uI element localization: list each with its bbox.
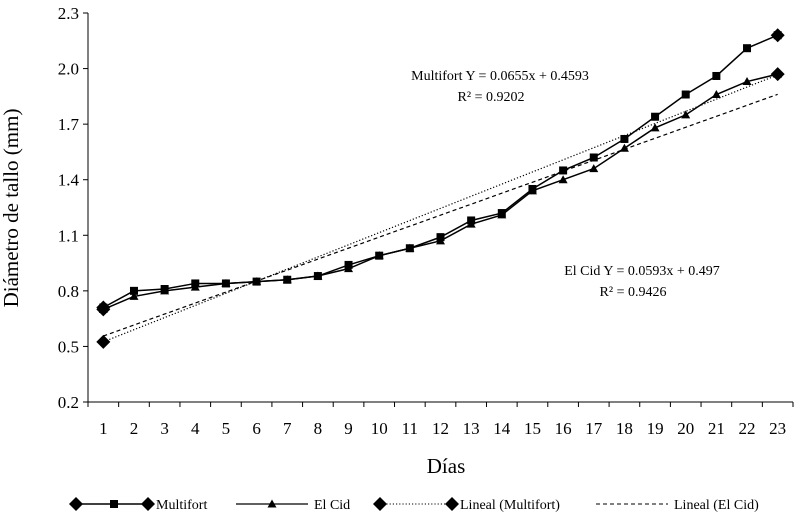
point-el-cid xyxy=(650,123,660,132)
y-tick-label: 1.7 xyxy=(58,115,80,134)
point-el-cid xyxy=(160,286,170,295)
point-multifort xyxy=(589,153,598,162)
x-tick-label: 1 xyxy=(99,419,108,438)
point-el-cid xyxy=(558,175,568,184)
point-el-cid xyxy=(344,264,354,273)
point-el-cid xyxy=(221,278,231,287)
x-tick-label: 22 xyxy=(739,419,756,438)
point-multifort xyxy=(129,286,138,295)
x-tick-label: 7 xyxy=(283,419,292,438)
trendlines xyxy=(103,74,778,343)
endpoint-el-cid xyxy=(770,67,785,82)
endpoint-trend-start xyxy=(96,334,111,349)
x-tick-label: 23 xyxy=(769,419,786,438)
x-tick-label: 18 xyxy=(616,419,633,438)
point-multifort xyxy=(681,90,690,99)
legend-marker-trend-multifort xyxy=(445,497,459,511)
y-tick-label: 0.8 xyxy=(58,282,79,301)
legend-marker-multifort xyxy=(141,497,155,511)
trendline-multifort xyxy=(103,74,778,343)
point-el-cid xyxy=(190,282,200,291)
x-tick-label: 13 xyxy=(463,419,480,438)
x-tick-label: 17 xyxy=(585,419,603,438)
point-el-cid xyxy=(129,291,139,300)
point-multifort xyxy=(620,134,629,143)
point-el-cid xyxy=(711,90,721,99)
x-tick-label: 15 xyxy=(524,419,541,438)
x-tick-label: 20 xyxy=(677,419,694,438)
y-axis-title: Diámetro de tallo (mm) xyxy=(0,109,23,308)
trendline-el-cid xyxy=(103,93,778,337)
x-tick-label: 3 xyxy=(160,419,169,438)
y-tick-label: 2.0 xyxy=(58,60,79,79)
x-tick-label: 10 xyxy=(371,419,388,438)
point-el-cid xyxy=(527,186,537,195)
x-tick-label: 8 xyxy=(314,419,323,438)
legend-marker-multifort xyxy=(110,500,118,508)
y-tick-label: 0.2 xyxy=(58,393,79,412)
x-tick-label: 16 xyxy=(555,419,572,438)
x-tick-label: 14 xyxy=(493,419,511,438)
legend-marker-multifort xyxy=(69,497,83,511)
point-el-cid xyxy=(466,219,476,228)
point-el-cid xyxy=(313,271,323,280)
x-tick-label: 11 xyxy=(402,419,418,438)
x-axis-title: Días xyxy=(427,454,466,478)
y-tick-label: 2.3 xyxy=(58,4,79,23)
point-multifort xyxy=(651,112,660,121)
elcid-r2: R² = 0.9426 xyxy=(600,285,667,300)
x-tick-label: 5 xyxy=(222,419,231,438)
x-tick-label: 9 xyxy=(344,419,353,438)
x-tick-label: 12 xyxy=(432,419,449,438)
x-tick-label: 21 xyxy=(708,419,725,438)
legend-marker-elcid xyxy=(267,499,277,508)
point-multifort xyxy=(559,166,568,175)
multifort-equation: Multifort Y = 0.0655x + 0.4593 xyxy=(411,69,589,84)
point-multifort xyxy=(712,71,721,80)
point-el-cid xyxy=(681,110,691,119)
point-el-cid xyxy=(405,243,415,252)
point-el-cid xyxy=(374,251,384,260)
plot-area: 0.20.50.81.11.41.72.02.31 2 3 4 5 6 7 8 9 10 11 12 1… xyxy=(58,4,794,438)
y-tick-label: 1.4 xyxy=(58,171,80,190)
x-tick-label: 6 xyxy=(252,419,261,438)
x-tick-label: 19 xyxy=(647,419,664,438)
point-el-cid xyxy=(436,236,445,245)
endpoint-multifort xyxy=(770,28,785,43)
legend-item: Multifort xyxy=(156,498,207,513)
y-tick-label: 0.5 xyxy=(58,337,79,356)
point-el-cid xyxy=(619,143,629,152)
legend: Multifort El Cid Lineal (Multifort) Lineal … xyxy=(69,497,759,513)
legend-item: El Cid xyxy=(314,498,350,513)
point-el-cid xyxy=(742,77,752,86)
multifort-r2: R² = 0.9202 xyxy=(458,90,525,105)
x-tick-label: 2 xyxy=(130,419,139,438)
x-tick-label: 4 xyxy=(191,419,200,438)
data-series xyxy=(96,28,785,349)
y-tick-label: 1.1 xyxy=(58,226,79,245)
point-multifort xyxy=(743,44,752,53)
elcid-equation: El Cid Y = 0.0593x + 0.497 xyxy=(564,264,720,279)
endpoint-el-cid xyxy=(96,302,111,317)
legend-item: Lineal (El Cid) xyxy=(674,498,759,513)
point-el-cid xyxy=(282,275,292,284)
point-el-cid xyxy=(497,210,507,219)
point-el-cid xyxy=(589,164,599,173)
legend-item: Lineal (Multifort) xyxy=(460,498,560,513)
point-el-cid xyxy=(252,277,262,286)
